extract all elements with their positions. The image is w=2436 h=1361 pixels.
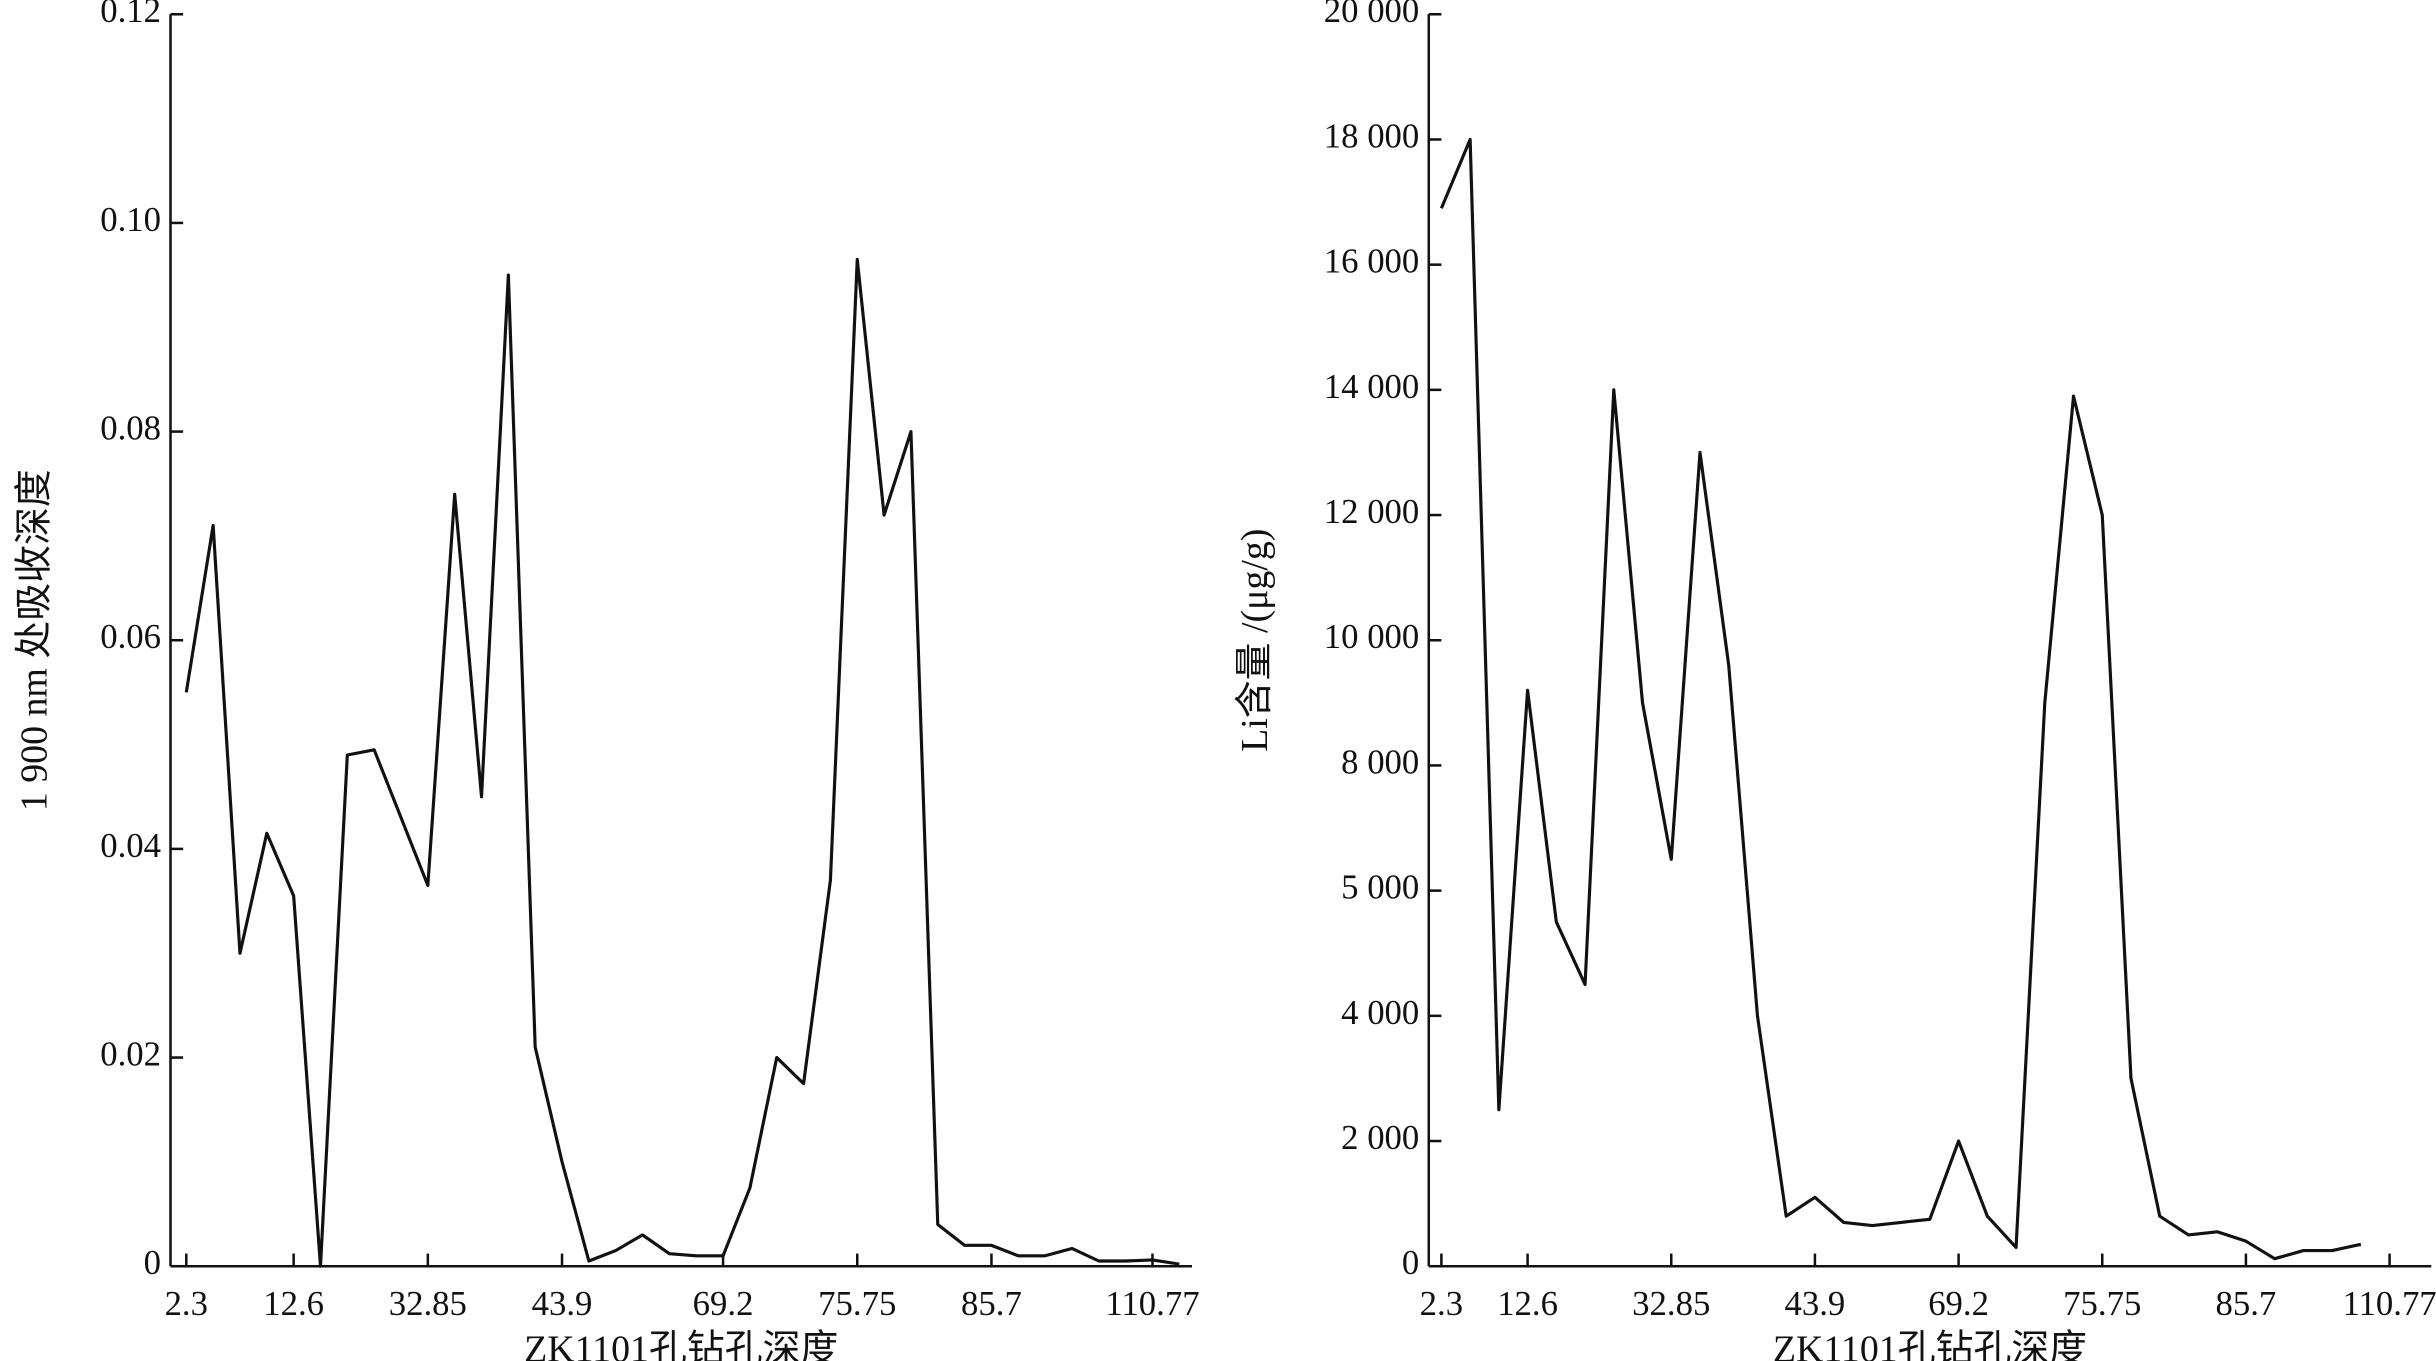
- y-tick-label: 0.06: [100, 617, 161, 656]
- y-tick-label: 20 000: [1324, 0, 1419, 30]
- x-tick-label: 75.75: [2063, 1284, 2141, 1323]
- x-tick-label: 85.7: [2216, 1284, 2277, 1323]
- y-tick-label: 12 000: [1324, 492, 1419, 531]
- x-axis-title: ZK1101孔钻孔深度: [1773, 1329, 2087, 1361]
- y-tick-label: 14 000: [1324, 367, 1419, 406]
- data-line: [184, 257, 1180, 1268]
- x-tick-label: 12.6: [263, 1284, 324, 1323]
- y-tick-label: 0.10: [100, 200, 161, 239]
- y-axis-title: 1 900 nm 处吸收深度: [14, 469, 56, 811]
- x-tick-label: 110.77: [1105, 1284, 1199, 1323]
- x-tick-label: 2.3: [165, 1284, 208, 1323]
- y-tick-label: 8 000: [1341, 742, 1419, 781]
- x-axis-title: ZK1101孔钻孔深度: [524, 1329, 838, 1361]
- y-tick-label: 0.08: [100, 409, 161, 448]
- x-tick-label: 43.9: [1785, 1284, 1846, 1323]
- x-tick-label: 12.6: [1497, 1284, 1558, 1323]
- y-tick-label: 0.02: [100, 1035, 161, 1074]
- x-tick-label: 32.85: [1632, 1284, 1710, 1323]
- y-tick-label: 5 000: [1341, 868, 1419, 907]
- y-axis-title: Li含量 /(μg/g): [1234, 529, 1276, 752]
- y-tick-label: 0: [144, 1243, 161, 1282]
- y-tick-label: 0.04: [100, 826, 161, 865]
- x-tick-label: 69.2: [693, 1284, 754, 1323]
- x-tick-label: 2.3: [1420, 1284, 1463, 1323]
- y-tick-label: 10 000: [1324, 617, 1419, 656]
- y-tick-label: 16 000: [1324, 242, 1419, 281]
- x-tick-label: 75.75: [818, 1284, 896, 1323]
- y-tick-label: 0: [1402, 1243, 1419, 1282]
- x-tick-label: 43.9: [532, 1284, 593, 1323]
- y-tick-label: 2 000: [1341, 1118, 1419, 1157]
- x-tick-label: 110.77: [2342, 1284, 2436, 1323]
- y-tick-label: 18 000: [1324, 116, 1419, 155]
- x-tick-label: 32.85: [389, 1284, 467, 1323]
- data-line: [1439, 137, 2362, 1261]
- x-tick-label: 85.7: [961, 1284, 1022, 1323]
- x-tick-label: 69.2: [1928, 1284, 1989, 1323]
- y-tick-label: 4 000: [1341, 993, 1419, 1032]
- y-tick-label: 0.12: [100, 0, 161, 30]
